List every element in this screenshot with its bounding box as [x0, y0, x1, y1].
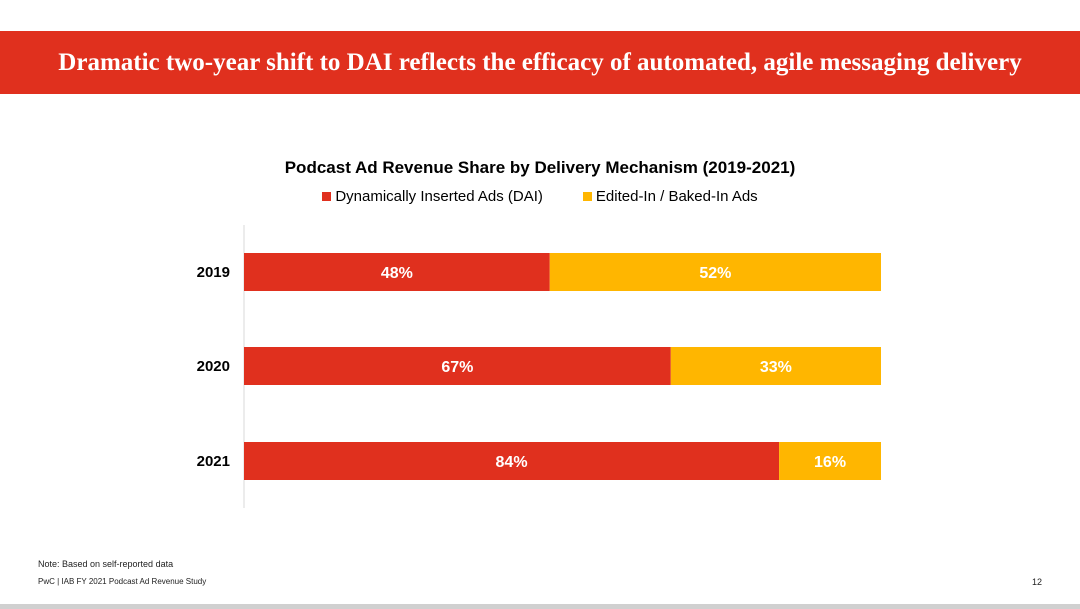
legend-swatch-baked [582, 192, 592, 201]
bar-dai-2021 [244, 442, 780, 480]
chart-title: Podcast Ad Revenue Share by Delivery Mec… [284, 158, 796, 177]
legend-label-baked: Edited-In / Baked-In Ads [595, 188, 758, 205]
footer-source: PwC | IAB FY 2021 Podcast Ad Revenue Stu… [38, 577, 207, 586]
page-title: Dramatic two-year shift to DAI reflects … [58, 48, 1022, 76]
bar-baked-2019 [549, 253, 881, 291]
data-label-baked-2020: 33% [760, 359, 792, 376]
legend-item-dai: Dynamically Inserted Ads (DAI) [322, 188, 543, 205]
category-label-2021: 2021 [197, 453, 230, 470]
legend-item-baked: Edited-In / Baked-In Ads [582, 188, 758, 205]
bar-baked-2020 [670, 347, 881, 385]
data-label-dai-2019: 48% [381, 265, 413, 282]
bar-dai-2020 [244, 347, 671, 385]
page-number: 12 [1031, 577, 1042, 587]
legend-label-dai: Dynamically Inserted Ads (DAI) [335, 188, 543, 205]
legend-swatch-dai [322, 192, 332, 201]
footnote: Note: Based on self-reported data [38, 559, 174, 569]
data-label-dai-2020: 67% [441, 359, 473, 376]
data-label-baked-2021: 16% [814, 454, 846, 471]
data-label-dai-2021: 84% [496, 454, 528, 471]
category-label-2019: 2019 [197, 264, 230, 281]
header-banner: Dramatic two-year shift to DAI reflects … [0, 31, 1080, 94]
category-label-2020: 2020 [197, 358, 230, 375]
chart-legend: Dynamically Inserted Ads (DAI) Edited-In… [0, 188, 1080, 205]
bottom-rule [0, 604, 1080, 609]
data-label-baked-2019: 52% [699, 265, 731, 282]
bar-dai-2019 [244, 253, 550, 291]
bar-baked-2021 [779, 442, 881, 480]
